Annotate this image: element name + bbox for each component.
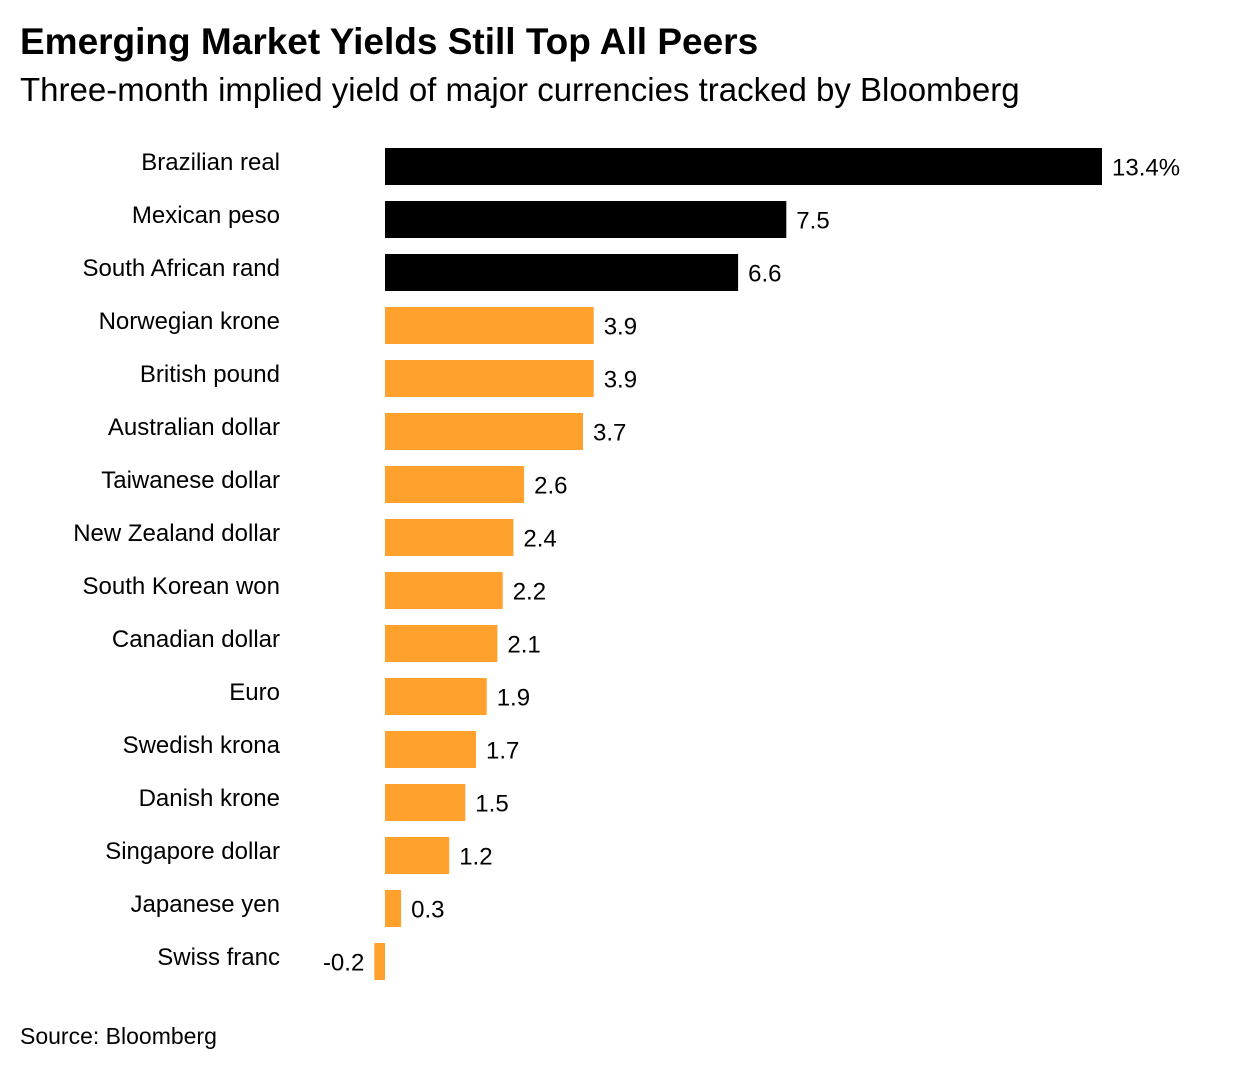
category-label-australian-dollar: Australian dollar xyxy=(108,414,280,441)
bar-australian-dollar xyxy=(385,413,583,450)
source-note: Source: Bloomberg xyxy=(20,1023,217,1049)
bar-mexican-peso xyxy=(385,201,787,238)
bar-japanese-yen xyxy=(385,890,402,927)
category-label-new-zealand-dollar: New Zealand dollar xyxy=(73,520,280,547)
value-label-danish-krone: 1.5 xyxy=(475,791,508,818)
chart-subtitle: Three-month implied yield of major curre… xyxy=(20,71,1020,108)
bar-british-pound xyxy=(385,360,594,397)
category-label-south-african-rand: South African rand xyxy=(83,255,280,282)
value-label-japanese-yen: 0.3 xyxy=(411,897,444,924)
value-label-brazilian-real: 13.4% xyxy=(1112,155,1180,182)
category-label-swiss-franc: Swiss franc xyxy=(157,944,280,971)
category-label-canadian-dollar: Canadian dollar xyxy=(112,626,280,653)
value-label-mexican-peso: 7.5 xyxy=(796,208,829,235)
bar-canadian-dollar xyxy=(385,625,498,662)
category-label-singapore-dollar: Singapore dollar xyxy=(105,838,280,865)
chart-title: Emerging Market Yields Still Top All Pee… xyxy=(20,21,759,62)
category-label-swedish-krona: Swedish krona xyxy=(123,732,281,759)
category-label-danish-krone: Danish krone xyxy=(139,785,280,812)
value-label-south-korean-won: 2.2 xyxy=(513,579,546,606)
value-labels-group: 13.4% 7.5 6.6 3.9 3.9 3.7 2.6 2.4 2.2 2.1 1.9 1.7 1.… xyxy=(323,155,1180,977)
value-label-british-pound: 3.9 xyxy=(604,367,637,394)
bar-swiss-franc xyxy=(374,943,385,980)
bar-norwegian-krone xyxy=(385,307,594,344)
bar-south-korean-won xyxy=(385,572,503,609)
value-label-australian-dollar: 3.7 xyxy=(593,420,626,447)
value-label-swedish-krona: 1.7 xyxy=(486,738,519,765)
value-label-new-zealand-dollar: 2.4 xyxy=(523,526,556,553)
bar-taiwanese-dollar xyxy=(385,466,525,503)
value-label-singapore-dollar: 1.2 xyxy=(459,844,492,871)
value-label-canadian-dollar: 2.1 xyxy=(507,632,540,659)
category-label-british-pound: British pound xyxy=(140,361,280,388)
category-label-euro: Euro xyxy=(229,679,280,706)
bar-swedish-krona xyxy=(385,731,476,768)
value-label-swiss-franc: -0.2 xyxy=(323,950,364,977)
value-label-south-african-rand: 6.6 xyxy=(748,261,781,288)
category-label-japanese-yen: Japanese yen xyxy=(131,891,280,918)
category-labels-group: Brazilian real Mexican peso South African … xyxy=(73,149,280,971)
bar-brazilian-real xyxy=(385,148,1102,185)
category-label-norwegian-krone: Norwegian krone xyxy=(99,308,280,335)
category-label-brazilian-real: Brazilian real xyxy=(141,149,280,176)
category-label-mexican-peso: Mexican peso xyxy=(132,202,280,229)
bar-south-african-rand xyxy=(385,254,739,291)
value-label-taiwanese-dollar: 2.6 xyxy=(534,473,567,500)
bars-group xyxy=(374,148,1102,980)
category-label-south-korean-won: South Korean won xyxy=(83,573,280,600)
bar-new-zealand-dollar xyxy=(385,519,514,556)
value-label-norwegian-krone: 3.9 xyxy=(604,314,637,341)
value-label-euro: 1.9 xyxy=(497,685,530,712)
category-label-taiwanese-dollar: Taiwanese dollar xyxy=(101,467,280,494)
bar-euro xyxy=(385,678,487,715)
bar-danish-krone xyxy=(385,784,466,821)
bar-singapore-dollar xyxy=(385,837,450,874)
